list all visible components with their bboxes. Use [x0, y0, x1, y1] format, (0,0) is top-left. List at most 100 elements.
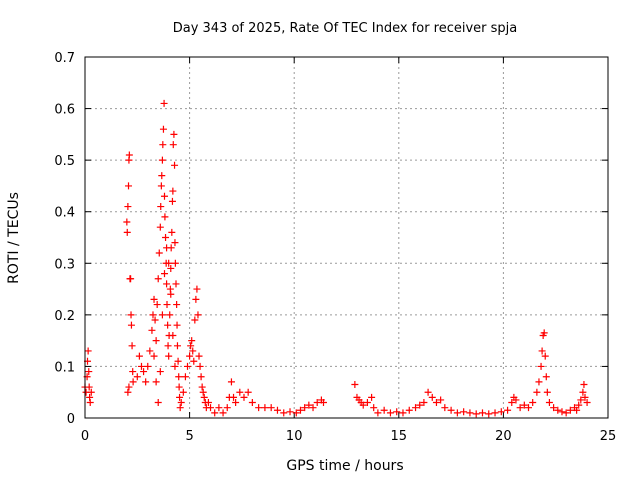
- data-point: [127, 311, 135, 319]
- data-point: [230, 393, 238, 401]
- data-point: [152, 378, 160, 386]
- data-point: [313, 399, 321, 407]
- data-point: [286, 408, 294, 416]
- x-tick-label: 25: [600, 429, 617, 444]
- data-point: [399, 409, 407, 417]
- data-point: [171, 161, 179, 169]
- data-point: [405, 406, 413, 414]
- data-point: [368, 393, 376, 401]
- data-point: [520, 401, 528, 409]
- data-point: [577, 396, 585, 404]
- data-point: [129, 378, 137, 386]
- data-point: [166, 311, 174, 319]
- data-point: [232, 399, 240, 407]
- data-point: [196, 362, 204, 370]
- data-point: [441, 404, 449, 412]
- data-point: [558, 408, 566, 416]
- data-point: [163, 301, 171, 309]
- data-point: [174, 357, 182, 365]
- data-point: [155, 249, 163, 257]
- data-point: [85, 383, 93, 391]
- data-point: [215, 404, 223, 412]
- data-point: [194, 311, 202, 319]
- data-point: [170, 130, 178, 138]
- data-point: [173, 321, 181, 329]
- x-tick-label: 15: [391, 429, 408, 444]
- data-point: [127, 275, 135, 283]
- data-point: [432, 399, 440, 407]
- data-point: [146, 347, 154, 355]
- data-point: [158, 156, 166, 164]
- data-point: [123, 228, 131, 236]
- data-point: [437, 396, 445, 404]
- data-point: [219, 409, 227, 417]
- data-point: [292, 409, 300, 417]
- data-point: [236, 388, 244, 396]
- data-point: [370, 404, 378, 412]
- data-point: [537, 362, 545, 370]
- data-point: [133, 373, 141, 381]
- y-tick-label: 0.6: [54, 103, 75, 118]
- data-point: [363, 399, 371, 407]
- data-point: [301, 404, 309, 412]
- data-point: [416, 401, 424, 409]
- data-point: [244, 388, 252, 396]
- data-point: [176, 404, 184, 412]
- data-point: [184, 362, 192, 370]
- data-point: [127, 321, 135, 329]
- data-point: [424, 388, 432, 396]
- y-axis-label: ROTI / TECUs: [6, 192, 22, 284]
- data-point: [181, 373, 189, 381]
- data-point: [497, 408, 505, 416]
- data-point: [135, 352, 143, 360]
- data-point: [386, 409, 394, 417]
- data-point: [85, 368, 93, 376]
- data-point: [200, 393, 208, 401]
- data-point: [380, 406, 388, 414]
- data-point: [165, 259, 173, 267]
- data-point: [305, 401, 313, 409]
- data-point: [160, 99, 168, 107]
- y-tick-labels: 0 0.1 0.2 0.3 0.4 0.5 0.6 0.7: [54, 51, 75, 427]
- data-point: [533, 388, 541, 396]
- x-tick-label: 5: [185, 429, 193, 444]
- data-point: [516, 404, 524, 412]
- data-point: [125, 383, 133, 391]
- data-point: [175, 383, 183, 391]
- data-point: [129, 368, 137, 376]
- data-point: [187, 342, 195, 350]
- data-point: [540, 329, 548, 337]
- data-point: [137, 362, 145, 370]
- x-tick-label: 0: [81, 429, 89, 444]
- data-point: [273, 406, 281, 414]
- y-tick-label: 0.4: [54, 206, 75, 221]
- data-point: [512, 396, 520, 404]
- data-point: [173, 342, 181, 350]
- chart-title: Day 343 of 2025, Rate Of TEC Index for r…: [173, 21, 518, 36]
- data-point: [207, 404, 215, 412]
- data-point: [227, 378, 235, 386]
- data-point: [535, 378, 543, 386]
- data-point: [204, 399, 212, 407]
- data-point: [164, 321, 172, 329]
- data-point: [179, 388, 187, 396]
- data-point: [579, 388, 587, 396]
- data-point: [157, 182, 165, 190]
- y-tick-label: 0.3: [54, 257, 75, 272]
- data-point: [491, 409, 499, 417]
- data-point: [529, 399, 537, 407]
- data-point: [573, 406, 581, 414]
- data-point: [504, 406, 512, 414]
- data-point: [124, 203, 132, 211]
- axis-ticks: [84, 56, 609, 419]
- y-tick-label: 0.7: [54, 51, 75, 66]
- data-point: [168, 228, 176, 236]
- data-point: [420, 399, 428, 407]
- data-point: [168, 197, 176, 205]
- data-point: [412, 404, 420, 412]
- data-point: [543, 388, 551, 396]
- data-point: [581, 393, 589, 401]
- data-point: [161, 213, 169, 221]
- plot-frame: [84, 56, 609, 419]
